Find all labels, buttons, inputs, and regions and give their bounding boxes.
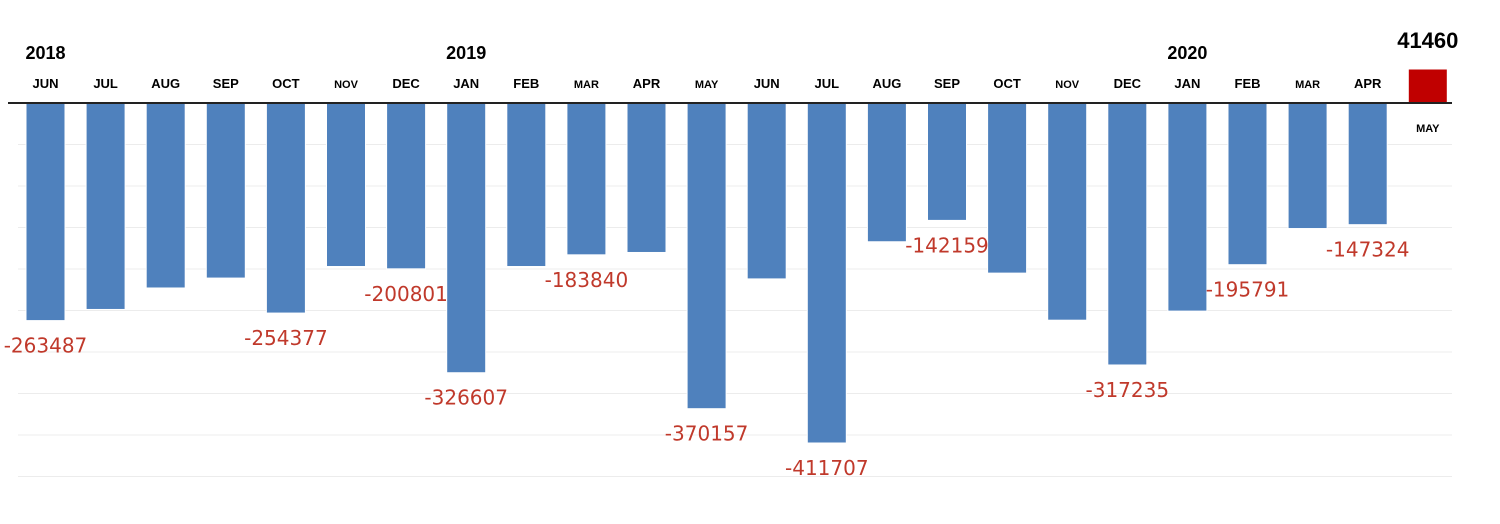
bar-jun-0: [25, 102, 66, 322]
year-label-2019: 2019: [446, 43, 486, 63]
month-label: AUG: [151, 76, 180, 91]
bar-feb-8: [506, 102, 547, 268]
month-labels: JUN JUL AUG SEP OCT NOV DEC JAN FEB MAR APR MAY JUN J…: [32, 76, 1440, 135]
year-label-2020: 2020: [1167, 43, 1207, 63]
month-label: MAY: [1416, 123, 1440, 135]
month-label: JUN: [32, 76, 58, 91]
bar-sep-15: [927, 102, 967, 221]
bar-nov-5: [326, 102, 366, 268]
value-label: -195791: [1206, 278, 1290, 302]
bar-jan-19: [1167, 102, 1208, 312]
value-label: -326607: [424, 386, 508, 410]
gridlines: [18, 144, 1452, 477]
value-label: -183840: [545, 268, 629, 292]
month-label: DEC: [392, 76, 420, 91]
bar-aug-2: [145, 102, 186, 289]
month-label: MAY: [695, 79, 719, 91]
value-labels: -263487 -254377 -200801 -326607 -183840 -3701…: [4, 28, 1459, 480]
bar-apr-22: [1347, 102, 1388, 226]
month-label: DEC: [1114, 76, 1142, 91]
year-labels: 2018 2019 2020: [25, 43, 1207, 63]
bar-may-23: [1407, 68, 1448, 104]
bar-aug-14: [866, 102, 907, 243]
month-label: MAR: [1295, 79, 1320, 91]
bar-oct-4: [265, 102, 306, 314]
month-label: NOV: [334, 79, 359, 91]
bar-oct-16: [987, 102, 1028, 274]
month-label: NOV: [1055, 79, 1080, 91]
bar-jun-12: [746, 102, 787, 280]
month-label: APR: [633, 76, 661, 91]
bar-jul-1: [85, 102, 126, 310]
bar-jan-7: [446, 102, 487, 374]
value-label: -142159: [905, 233, 989, 257]
month-label: SEP: [213, 76, 239, 91]
bar-mar-9: [566, 102, 607, 256]
month-label: OCT: [993, 76, 1021, 91]
month-label: APR: [1354, 76, 1382, 91]
value-label: -263487: [4, 334, 88, 358]
value-label: -200801: [364, 282, 448, 306]
month-label: SEP: [934, 76, 960, 91]
bar-sep-3: [205, 102, 246, 279]
month-label: FEB: [1235, 76, 1261, 91]
month-label: AUG: [872, 76, 901, 91]
bar-dec-6: [386, 102, 427, 270]
month-label: JUN: [754, 76, 780, 91]
value-label: -370157: [665, 422, 749, 446]
month-label: MAR: [574, 79, 599, 91]
bar-mar-21: [1287, 102, 1328, 230]
month-label: JUL: [815, 76, 840, 91]
month-label: JAN: [1174, 76, 1200, 91]
value-label: -411707: [785, 456, 869, 480]
bar-dec-18: [1107, 102, 1148, 366]
value-label: -147324: [1326, 238, 1410, 262]
value-label: 41460: [1397, 28, 1458, 53]
year-label-2018: 2018: [25, 43, 65, 63]
month-label: JUL: [93, 76, 118, 91]
month-label: FEB: [513, 76, 539, 91]
bar-jul-13: [806, 102, 847, 444]
month-label: OCT: [272, 76, 300, 91]
bars: [25, 68, 1448, 444]
bar-apr-10: [626, 102, 667, 253]
bar-nov-17: [1047, 102, 1088, 321]
bar-may-11: [686, 102, 727, 410]
month-label: JAN: [453, 76, 479, 91]
bar-feb-20: [1227, 102, 1268, 266]
value-label: -317235: [1086, 378, 1170, 402]
value-label: -254377: [244, 326, 328, 350]
